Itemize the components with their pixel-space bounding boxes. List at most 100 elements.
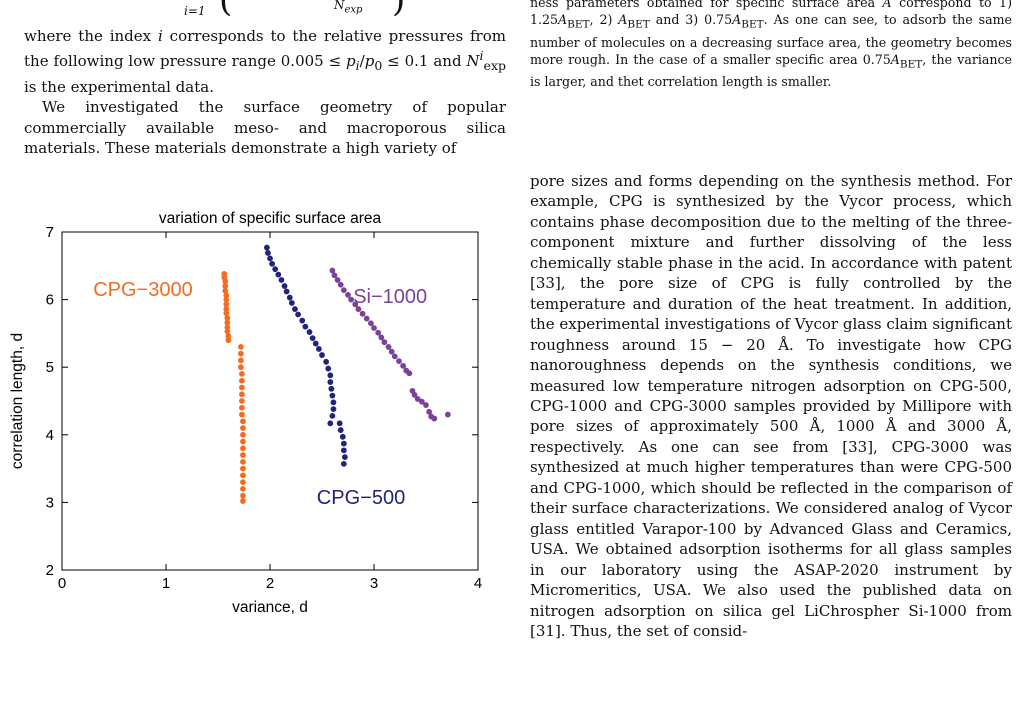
- data-point: [329, 267, 336, 274]
- y-tick-label: 2: [46, 562, 54, 579]
- data-point: [431, 415, 438, 422]
- data-point: [239, 384, 245, 391]
- data-point: [240, 418, 246, 425]
- data-point: [352, 301, 359, 308]
- data-point: [240, 431, 246, 438]
- data-point: [444, 411, 451, 418]
- x-tick-label: 4: [474, 575, 482, 592]
- data-point: [225, 333, 232, 340]
- data-point: [286, 294, 293, 301]
- data-point: [237, 344, 244, 350]
- data-point: [223, 301, 230, 308]
- data-point: [330, 399, 337, 406]
- data-point: [345, 291, 351, 298]
- data-point: [265, 250, 271, 256]
- data-point: [381, 339, 388, 346]
- series-labels: CPG−3000 CPG−500 Si−1000: [93, 279, 427, 509]
- x-axis-label: variance, d: [232, 599, 308, 616]
- sum-index: i=1: [184, 4, 206, 18]
- data-point: [378, 334, 385, 341]
- series-label: CPG−3000: [93, 279, 193, 301]
- x-tick-label: 0: [58, 575, 66, 592]
- data-point: [337, 281, 344, 288]
- data-point: [240, 472, 246, 479]
- data-point: [329, 412, 336, 419]
- data-point: [239, 391, 245, 398]
- data-point: [367, 320, 374, 327]
- x-tick-label: 2: [266, 575, 274, 592]
- data-point: [340, 287, 347, 294]
- data-point: [331, 272, 338, 279]
- data-point: [223, 296, 230, 303]
- data-point: [339, 433, 346, 440]
- data-point: [330, 406, 337, 413]
- data-point: [240, 498, 246, 504]
- data-point: [418, 398, 425, 405]
- y-tick-label: 4: [46, 427, 54, 444]
- data-point: [334, 277, 341, 283]
- data-point: [224, 328, 231, 335]
- series-0: [221, 271, 246, 504]
- left-column-text: where the index i corresponds to the rel…: [24, 26, 506, 158]
- data-point: [275, 271, 282, 278]
- x-tick-label: 1: [162, 575, 170, 592]
- right-paren: ): [392, 0, 406, 20]
- data-point: [341, 454, 348, 461]
- y-axis-label: correlation length, d: [9, 333, 26, 469]
- data-point: [396, 358, 402, 365]
- data-point: [292, 306, 298, 312]
- data-point: [302, 323, 309, 330]
- data-point: [239, 404, 245, 411]
- data-point: [239, 411, 245, 418]
- data-point: [329, 392, 336, 399]
- scatter-chart: variation of specific surface area 0 1 2 3 4…: [0, 200, 500, 727]
- data-point: [328, 385, 335, 392]
- axis-ticks: [61, 231, 479, 571]
- data-point: [406, 370, 413, 377]
- data-point: [327, 420, 334, 427]
- data-point: [237, 357, 244, 364]
- figure-caption: ness parameters obtained for specific su…: [530, 0, 1013, 90]
- data-point: [327, 379, 334, 385]
- data-point: [283, 288, 290, 295]
- data-point: [240, 479, 246, 486]
- data-point: [240, 465, 246, 472]
- data-point: [278, 277, 285, 283]
- data-point: [348, 296, 355, 303]
- data-point: [222, 283, 229, 289]
- data-point: [315, 346, 322, 352]
- axis-tick-labels: 0 1 2 3 4 2 3 4 5 6 7: [46, 224, 483, 592]
- equation-denominator: Nexp: [334, 0, 363, 16]
- series-label: Si−1000: [353, 286, 427, 308]
- y-tick-label: 7: [46, 224, 54, 241]
- data-point: [240, 485, 246, 492]
- data-point: [223, 306, 230, 312]
- data-point: [340, 440, 347, 447]
- data-point: [237, 350, 244, 357]
- data-point: [336, 420, 343, 427]
- series-1: [263, 244, 348, 467]
- data-point: [340, 460, 347, 467]
- data-point: [388, 348, 395, 355]
- equation-fragment: i=1 ( Nexp ): [24, 0, 506, 24]
- right-column-text: pore sizes and forms depending on the sy…: [530, 172, 1012, 640]
- data-point: [340, 447, 347, 454]
- data-point: [240, 445, 246, 452]
- data-point: [267, 255, 273, 262]
- data-point: [239, 371, 245, 377]
- data-point: [222, 278, 229, 285]
- left-paren: (: [219, 0, 233, 20]
- data-point: [363, 315, 370, 322]
- data-point: [239, 398, 245, 404]
- data-point: [224, 314, 231, 321]
- y-tick-label: 3: [46, 494, 54, 511]
- data-point: [299, 317, 306, 324]
- y-tick-label: 6: [46, 292, 54, 309]
- data-point: [371, 325, 377, 331]
- data-point: [295, 311, 301, 318]
- data-point: [281, 283, 288, 289]
- data-point: [263, 244, 270, 251]
- data-point: [239, 377, 245, 384]
- data-point: [375, 329, 382, 336]
- data-point: [237, 364, 244, 371]
